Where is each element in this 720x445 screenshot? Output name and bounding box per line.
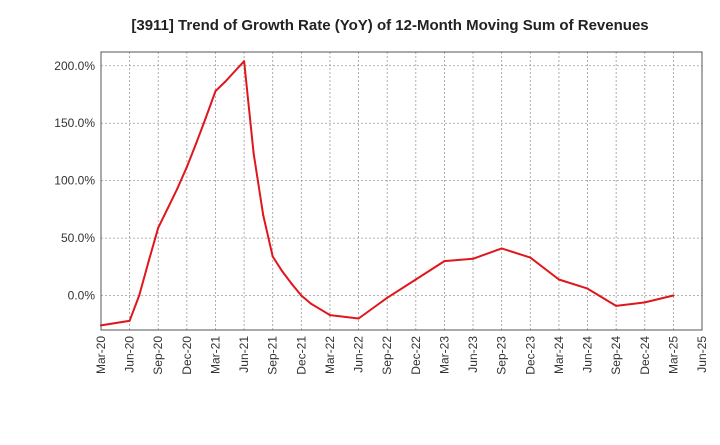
data-point (300, 294, 303, 297)
x-tick-label: Dec-24 (638, 336, 652, 375)
x-tick-label: Dec-22 (409, 336, 423, 375)
y-tick-label: 150.0% (54, 116, 95, 130)
data-point (204, 116, 207, 119)
x-tick-label: Jun-21 (237, 336, 251, 373)
data-point (643, 301, 646, 304)
y-tick-label: 50.0% (61, 231, 95, 245)
x-tick-label: Jun-23 (466, 336, 480, 373)
data-point (309, 302, 312, 305)
x-tick-label: Mar-24 (552, 336, 566, 374)
x-tick-label: Jun-22 (352, 336, 366, 373)
data-point (271, 255, 274, 258)
data-point (672, 294, 675, 297)
data-point (252, 152, 255, 155)
x-tick-label: Dec-20 (180, 336, 194, 375)
x-tick-label: Jun-25 (695, 336, 709, 373)
x-tick-label: Sep-24 (609, 336, 623, 375)
x-tick-label: Mar-25 (666, 336, 680, 374)
data-point (176, 187, 179, 190)
x-tick-label: Dec-23 (523, 336, 537, 375)
x-tick-label: Sep-23 (495, 336, 509, 375)
data-point (166, 207, 169, 210)
x-tick-label: Sep-22 (380, 336, 394, 375)
data-point (233, 70, 236, 73)
plot-frame (100, 51, 703, 331)
data-point (128, 319, 131, 322)
y-axis: 200.0% 150.0% 100.0% 50.0% 0.0% (54, 59, 95, 303)
data-point (185, 165, 188, 168)
x-tick-label: Mar-20 (94, 336, 108, 374)
x-axis: Mar-20 Jun-20 Sep-20 Dec-20 Mar-21 Jun-21 Sep-… (94, 336, 709, 375)
y-tick-label: 0.0% (68, 289, 96, 303)
data-point (138, 294, 141, 297)
data-point (328, 314, 331, 317)
data-point (414, 278, 417, 281)
data-point (319, 308, 322, 311)
data-point (214, 90, 217, 93)
x-tick-label: Dec-21 (294, 336, 308, 375)
data-point (357, 317, 360, 320)
x-tick-label: Mar-23 (437, 336, 451, 374)
x-tick-label: Jun-24 (581, 336, 595, 373)
data-point (386, 296, 389, 299)
x-tick-label: Jun-20 (123, 336, 137, 373)
data-point (290, 283, 293, 286)
data-point (262, 214, 265, 217)
grid (100, 52, 703, 330)
y-tick-label: 200.0% (54, 59, 95, 73)
x-tick-label: Sep-21 (266, 336, 280, 375)
x-tick-label: Mar-22 (323, 336, 337, 374)
chart-title: [3911] Trend of Growth Rate (YoY) of 12-… (131, 17, 648, 34)
data-point (557, 278, 560, 281)
data-point (500, 247, 503, 250)
data-point (195, 141, 198, 144)
data-point (443, 260, 446, 263)
y-tick-label: 100.0% (54, 174, 95, 188)
data-point (529, 256, 532, 259)
x-tick-label: Sep-20 (151, 336, 165, 375)
data-point (157, 226, 160, 229)
x-tick-label: Mar-21 (208, 336, 222, 374)
data-point (147, 260, 150, 263)
data-point (472, 257, 475, 260)
series-layer (100, 60, 675, 327)
data-point (243, 60, 246, 63)
data-point (224, 80, 227, 83)
data-point (586, 287, 589, 290)
data-point (615, 304, 618, 307)
data-point (281, 270, 284, 273)
